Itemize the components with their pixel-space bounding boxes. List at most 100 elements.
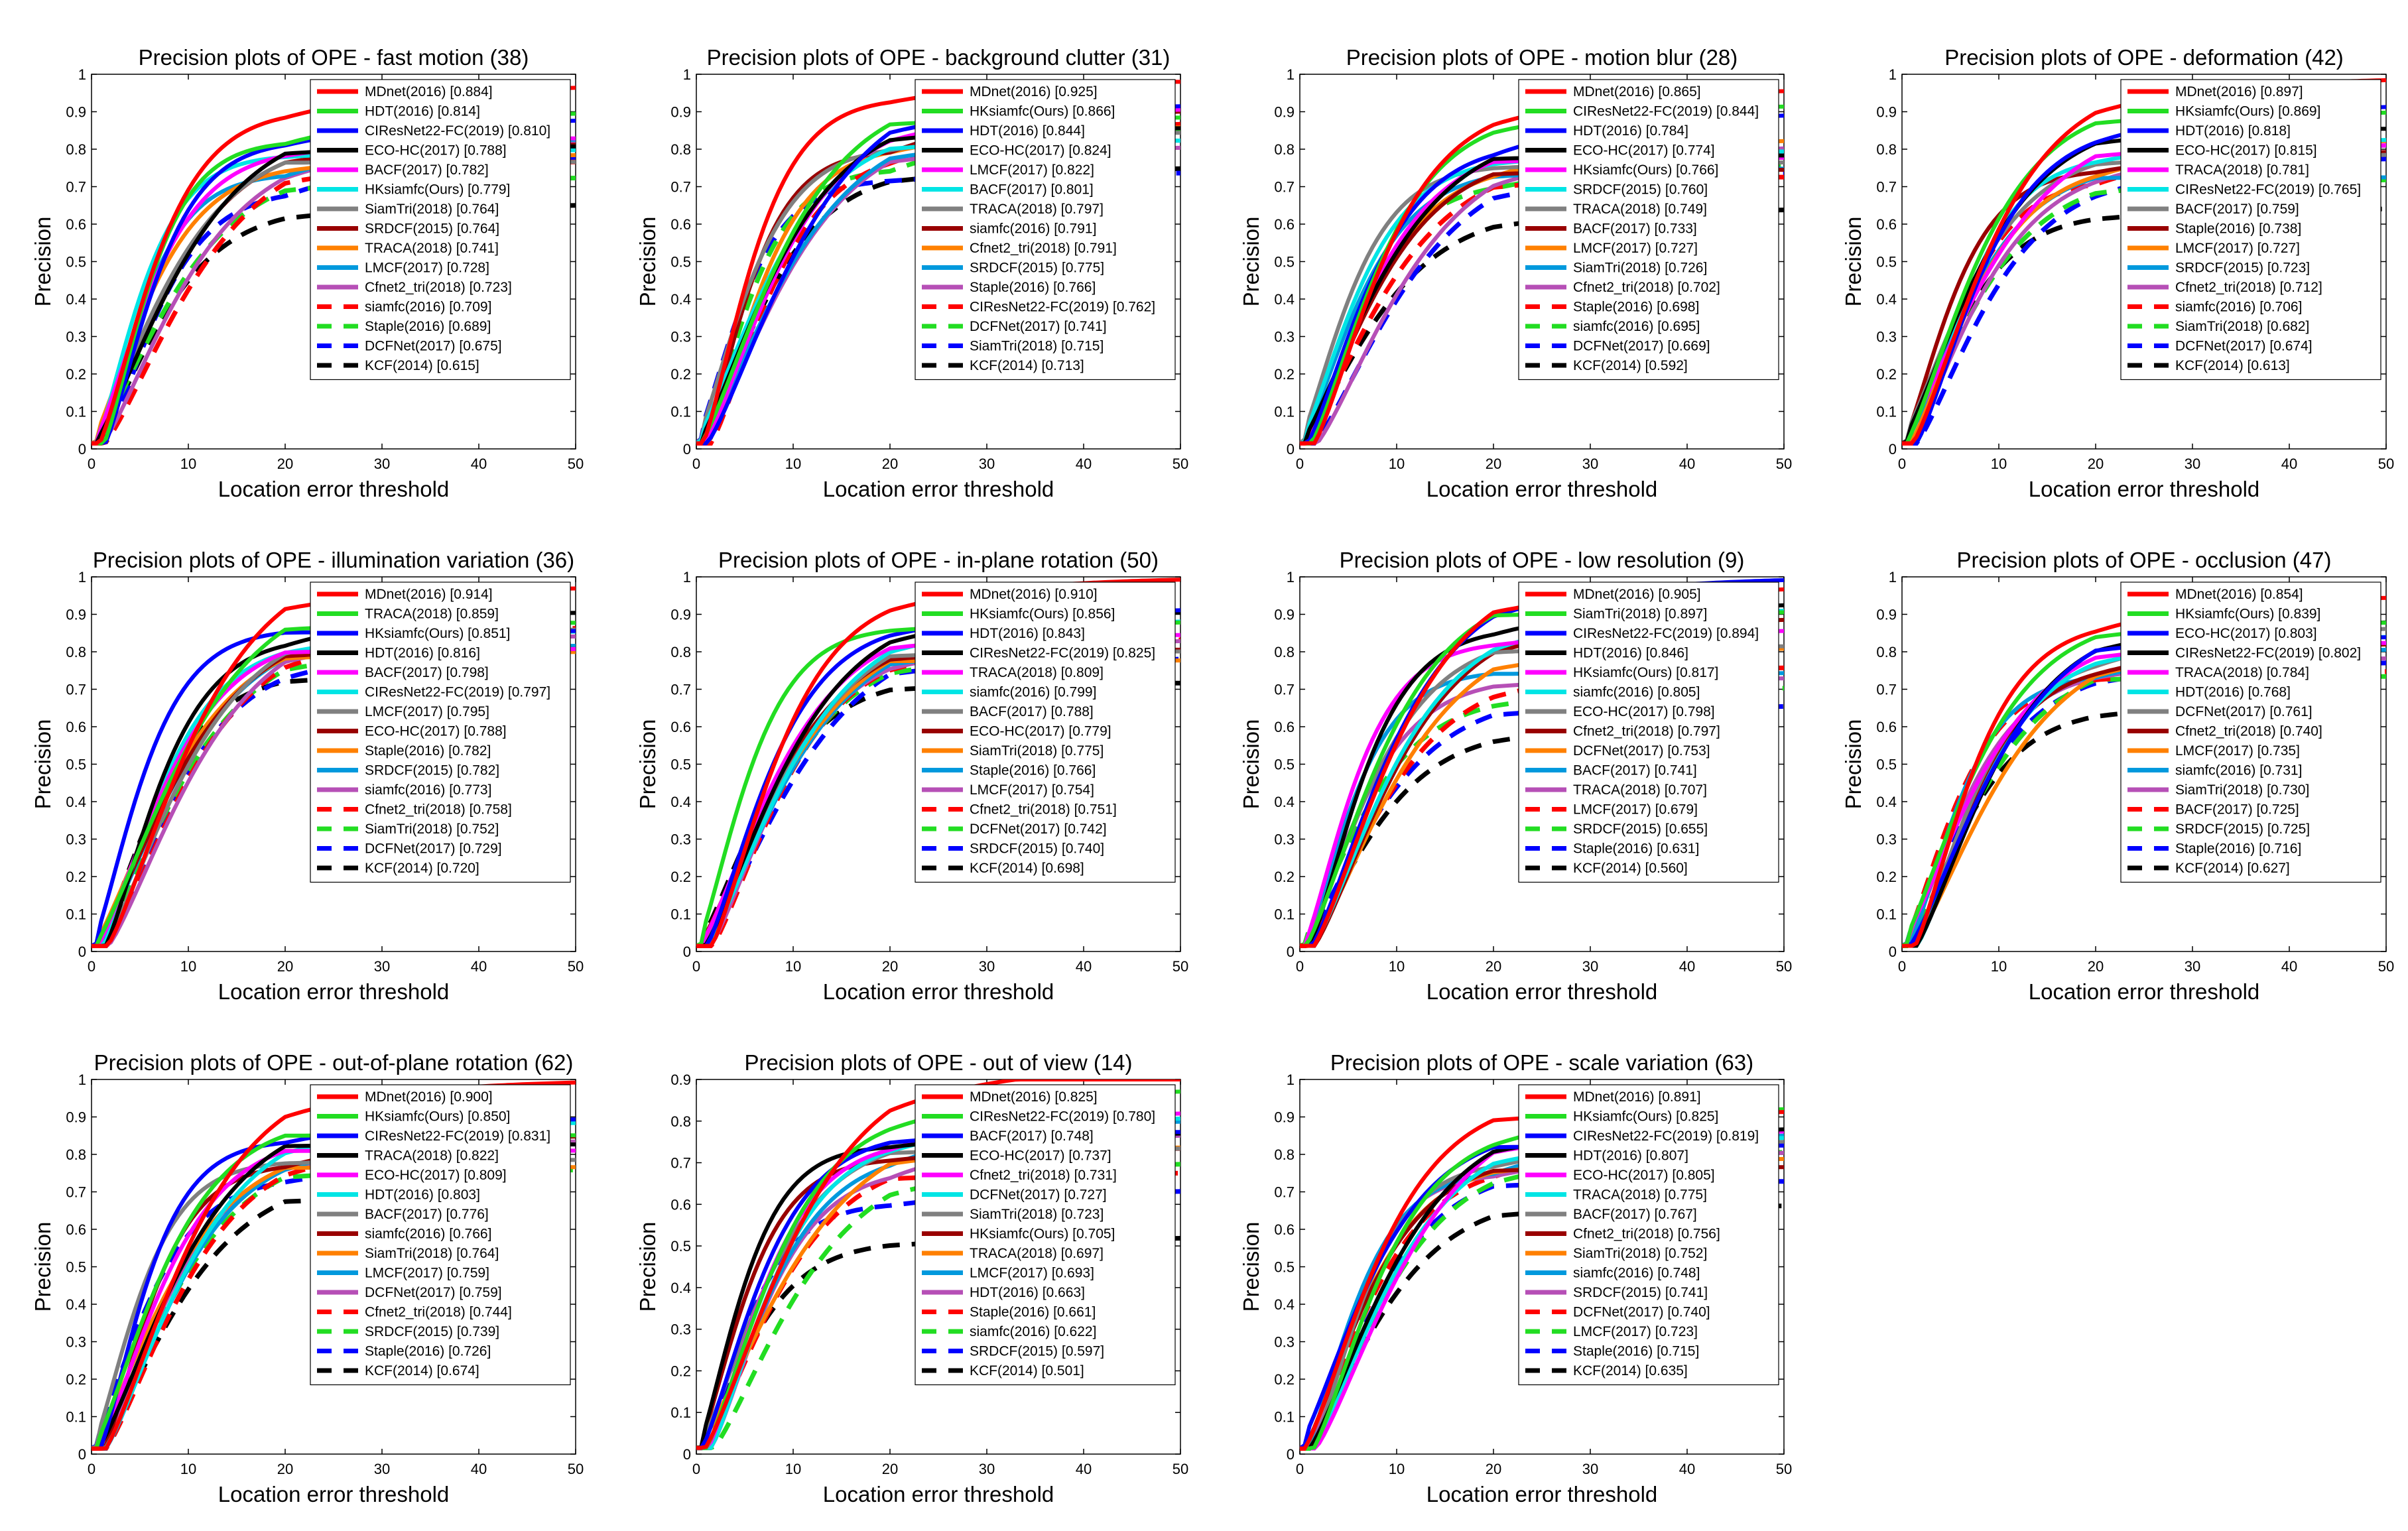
chart-5-xtick-label: 50 <box>568 958 584 975</box>
chart-11-legend-label: HKsiamfc(Ours) [0.825] <box>1573 1109 1718 1125</box>
chart-4-legend-label: HDT(2016) [0.818] <box>2175 123 2291 139</box>
chart-2-legend-label: Staple(2016) [0.766] <box>970 280 1096 295</box>
chart-6-ytick-label: 0.3 <box>670 831 691 848</box>
chart-5-legend-label: siamfc(2016) [0.773] <box>365 782 491 798</box>
chart-10-ytick-label: 0.1 <box>670 1404 691 1421</box>
chart-5: Precision plots of OPE - illumination va… <box>31 548 584 1004</box>
chart-6-ytick-label: 0.5 <box>670 757 691 773</box>
chart-6-legend-label: KCF(2014) [0.698] <box>970 861 1084 876</box>
chart-5-ytick-label: 0.5 <box>66 757 86 773</box>
chart-8-legend-label: Cfnet2_tri(2018) [0.740] <box>2175 724 2322 739</box>
chart-7-xtick-label: 10 <box>1389 958 1405 975</box>
chart-7-legend-label: ECO-HC(2017) [0.798] <box>1573 704 1715 719</box>
chart-10-ytick-label: 0.5 <box>670 1238 691 1255</box>
chart-6-xtick-label: 0 <box>692 958 700 975</box>
chart-9-ytick-label: 1 <box>78 1072 86 1088</box>
chart-2-legend-label: HKsiamfc(Ours) [0.866] <box>970 104 1115 119</box>
chart-6-ytick-label: 0.1 <box>670 906 691 923</box>
chart-2-legend-label: ECO-HC(2017) [0.824] <box>970 143 1111 158</box>
chart-7-legend-label: SiamTri(2018) [0.897] <box>1573 607 1707 622</box>
chart-1-xtick-label: 40 <box>471 456 487 472</box>
chart-8-xtick-label: 20 <box>2088 958 2104 975</box>
chart-3-legend: MDnet(2016) [0.865] CIResNet22-FC(2019) [… <box>1518 79 1779 381</box>
chart-1-ytick-label: 0.8 <box>66 141 86 158</box>
chart-1-ytick-label: 0 <box>78 441 86 458</box>
chart-1-xlabel: Location error threshold <box>218 477 450 501</box>
chart-11-legend-label: ECO-HC(2017) [0.805] <box>1573 1168 1715 1183</box>
chart-1-legend-label: siamfc(2016) [0.709] <box>365 300 491 315</box>
chart-5-legend-label: TRACA(2018) [0.859] <box>365 607 499 622</box>
chart-2-xlabel: Location error threshold <box>823 477 1054 501</box>
chart-9-xtick-label: 40 <box>471 1461 487 1477</box>
chart-10-legend-label: SRDCF(2015) [0.597] <box>970 1344 1104 1359</box>
chart-2: Precision plots of OPE - background clut… <box>635 45 1188 501</box>
chart-10-ytick-label: 0.9 <box>670 1072 691 1088</box>
chart-10-xtick-label: 40 <box>1076 1461 1092 1477</box>
chart-4-ytick-label: 0.5 <box>1876 254 1897 271</box>
chart-6-legend-label: ECO-HC(2017) [0.779] <box>970 724 1111 739</box>
chart-8-legend-label: SRDCF(2015) [0.725] <box>2175 822 2310 837</box>
chart-10-legend-label: ECO-HC(2017) [0.737] <box>970 1148 1111 1164</box>
chart-2-ytick-label: 0.9 <box>670 104 691 121</box>
chart-1-legend-label: HKsiamfc(Ours) [0.779] <box>365 182 510 198</box>
chart-2-legend-label: SiamTri(2018) [0.715] <box>970 339 1104 354</box>
chart-6-xtick-label: 10 <box>785 958 801 975</box>
chart-4-legend-label: SiamTri(2018) [0.682] <box>2175 319 2309 334</box>
chart-4-ylabel: Precision <box>1841 217 1866 307</box>
chart-4-legend-label: BACF(2017) [0.759] <box>2175 202 2299 217</box>
chart-3-legend-label: SiamTri(2018) [0.726] <box>1573 261 1707 276</box>
chart-1-legend-label: Cfnet2_tri(2018) [0.723] <box>365 280 512 295</box>
chart-5-legend-label: ECO-HC(2017) [0.788] <box>365 724 507 739</box>
chart-9-xtick-label: 20 <box>277 1461 293 1477</box>
chart-4-ytick-label: 0.9 <box>1876 104 1897 121</box>
chart-7-xlabel: Location error threshold <box>1426 979 1658 1004</box>
chart-1-ytick-label: 1 <box>78 66 86 83</box>
chart-10-legend-label: TRACA(2018) [0.697] <box>970 1246 1104 1261</box>
chart-3-legend-label: MDnet(2016) [0.865] <box>1573 84 1701 99</box>
chart-7-ytick-label: 0.2 <box>1274 869 1295 885</box>
chart-4-ytick-label: 0 <box>1889 441 1897 458</box>
chart-11-ytick-label: 0.7 <box>1274 1184 1295 1201</box>
chart-7-ytick-label: 1 <box>1287 569 1295 585</box>
chart-1-xtick-label: 50 <box>568 456 584 472</box>
chart-1-legend-label: CIResNet22-FC(2019) [0.810] <box>365 123 550 139</box>
chart-11-xtick-label: 40 <box>1679 1461 1695 1477</box>
chart-6-ytick-label: 0.4 <box>670 794 691 810</box>
chart-4-legend-label: SRDCF(2015) [0.723] <box>2175 261 2310 276</box>
chart-9-legend-label: MDnet(2016) [0.900] <box>365 1089 493 1105</box>
chart-2-legend-label: LMCF(2017) [0.822] <box>970 162 1094 178</box>
chart-8-legend-label: TRACA(2018) [0.784] <box>2175 665 2309 680</box>
chart-10-xtick-label: 50 <box>1172 1461 1188 1477</box>
chart-10-xtick-label: 30 <box>979 1461 995 1477</box>
chart-8-ytick-label: 0.7 <box>1876 682 1897 698</box>
chart-10-legend-label: CIResNet22-FC(2019) [0.780] <box>970 1109 1155 1125</box>
chart-10-legend-label: Cfnet2_tri(2018) [0.731] <box>970 1168 1117 1183</box>
chart-8-ytick-label: 0.5 <box>1876 757 1897 773</box>
chart-1-legend: MDnet(2016) [0.884] HDT(2016) [0.814] CIRe… <box>310 79 571 381</box>
chart-10-legend-label: KCF(2014) [0.501] <box>970 1363 1084 1378</box>
chart-2-ytick-label: 1 <box>683 66 691 83</box>
chart-2-legend-label: TRACA(2018) [0.797] <box>970 202 1104 217</box>
chart-3-xtick-label: 20 <box>1486 456 1501 472</box>
chart-4-ytick-label: 0.4 <box>1876 291 1897 308</box>
chart-7-legend-label: HKsiamfc(Ours) [0.817] <box>1573 665 1718 680</box>
chart-4-ytick-label: 1 <box>1889 66 1897 83</box>
chart-11-legend-label: CIResNet22-FC(2019) [0.819] <box>1573 1129 1759 1144</box>
chart-10-ytick-label: 0.2 <box>670 1363 691 1379</box>
chart-9-legend-label: KCF(2014) [0.674] <box>365 1363 479 1378</box>
chart-2-legend-label: CIResNet22-FC(2019) [0.762] <box>970 300 1155 315</box>
chart-11-xtick-label: 0 <box>1296 1461 1304 1477</box>
chart-11-legend-label: HDT(2016) [0.807] <box>1573 1148 1688 1164</box>
chart-1-legend-label: HDT(2016) [0.814] <box>365 104 480 119</box>
chart-10-title: Precision plots of OPE - out of view (14… <box>744 1050 1132 1075</box>
chart-3-xtick-label: 40 <box>1679 456 1695 472</box>
chart-3-legend-label: siamfc(2016) [0.695] <box>1573 319 1700 334</box>
chart-1: Precision plots of OPE - fast motion (38… <box>31 45 584 501</box>
chart-6-ytick-label: 1 <box>683 569 691 585</box>
chart-6-legend: MDnet(2016) [0.910] HKsiamfc(Ours) [0.856… <box>915 582 1176 883</box>
chart-4-legend-label: KCF(2014) [0.613] <box>2175 358 2290 373</box>
chart-9-legend-label: LMCF(2017) [0.759] <box>365 1266 489 1281</box>
chart-5-ytick-label: 0.2 <box>66 869 86 885</box>
chart-1-legend-label: SRDCF(2015) [0.764] <box>365 221 499 237</box>
